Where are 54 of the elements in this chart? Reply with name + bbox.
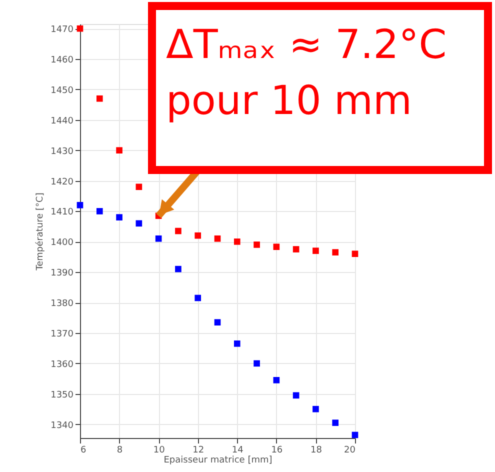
point bbox=[214, 235, 221, 242]
point bbox=[254, 242, 260, 248]
x-tick-label: 20 bbox=[344, 446, 356, 456]
point bbox=[136, 220, 142, 227]
point bbox=[234, 238, 240, 245]
point bbox=[175, 228, 182, 234]
point bbox=[214, 319, 221, 326]
point bbox=[194, 232, 202, 239]
point bbox=[273, 244, 280, 250]
x-tick-label: 8 bbox=[116, 446, 123, 456]
y-tick-label: 1370 bbox=[50, 329, 74, 340]
x-tick-label: 18 bbox=[310, 446, 322, 456]
y-tick-label: 1350 bbox=[50, 390, 74, 400]
annotation: ΔTₘₐₓ ≈ 7.2°C pour 10 mm bbox=[166, 22, 447, 124]
point bbox=[273, 377, 280, 384]
x-tick-label: 12 bbox=[192, 446, 204, 456]
point bbox=[76, 202, 84, 208]
x-tick-label: 6 bbox=[80, 446, 86, 456]
y-axis-title: Température [°C] bbox=[34, 192, 46, 272]
point bbox=[96, 208, 103, 214]
point bbox=[155, 235, 162, 242]
y-tick-label: 1390 bbox=[50, 268, 74, 279]
y-tick-label: 1430 bbox=[50, 146, 74, 157]
point bbox=[352, 250, 358, 257]
y-tick-label: 1450 bbox=[50, 86, 74, 96]
point bbox=[116, 147, 122, 154]
point bbox=[332, 420, 339, 426]
point bbox=[175, 266, 182, 272]
point bbox=[254, 360, 260, 367]
point bbox=[312, 248, 319, 254]
y-tick-label: 1400 bbox=[50, 238, 74, 248]
point bbox=[332, 249, 339, 256]
point bbox=[312, 406, 319, 412]
x-tick-label: 16 bbox=[271, 446, 283, 456]
y-tick-label: 1470 bbox=[50, 25, 74, 36]
x-tick-label: 10 bbox=[153, 446, 166, 456]
point bbox=[96, 95, 103, 102]
y-tick-label: 1420 bbox=[50, 177, 74, 188]
point bbox=[234, 340, 240, 347]
point bbox=[292, 246, 300, 252]
point bbox=[76, 25, 84, 32]
point bbox=[116, 214, 122, 220]
x-tick-label: 14 bbox=[232, 446, 244, 456]
point bbox=[136, 184, 142, 190]
y-tick-label: 1340 bbox=[50, 420, 74, 431]
y-tick-label: 1440 bbox=[50, 116, 74, 126]
y-tick-label: 1380 bbox=[50, 299, 74, 310]
x-axis-title: Epaisseur matrice [mm] bbox=[164, 456, 272, 466]
point bbox=[194, 294, 202, 302]
y-tick-label: 1410 bbox=[50, 208, 74, 218]
y-tick-label: 1360 bbox=[50, 360, 74, 370]
y-tick-label: 1460 bbox=[50, 56, 74, 66]
point bbox=[352, 432, 358, 438]
point bbox=[292, 392, 300, 399]
